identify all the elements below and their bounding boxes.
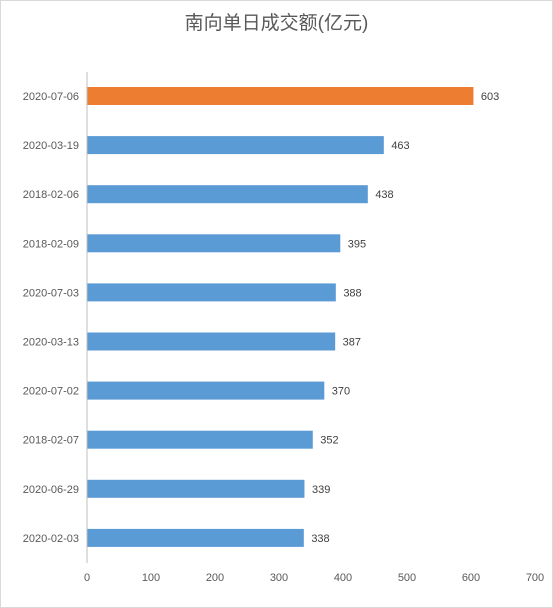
x-tick-label: 400: [334, 572, 352, 584]
data-label: 370: [332, 386, 350, 398]
bar: [87, 234, 341, 253]
x-tick-label: 100: [142, 572, 160, 584]
category-label: 2018-02-06: [23, 189, 79, 201]
category-label: 2020-03-19: [23, 140, 79, 152]
bar: [87, 332, 336, 351]
data-label: 603: [481, 91, 499, 103]
x-tick-label: 500: [398, 572, 416, 584]
x-tick-label: 700: [526, 572, 544, 584]
category-label: 2020-02-03: [23, 533, 79, 545]
data-label: 387: [343, 337, 361, 349]
bar: [87, 283, 336, 302]
chart-title: 南向单日成交额(亿元): [185, 12, 369, 34]
category-label: 2020-07-06: [23, 91, 79, 103]
x-tick-label: 0: [84, 572, 90, 584]
bar: [87, 381, 325, 400]
data-label: 395: [348, 238, 366, 250]
category-label: 2018-02-07: [23, 435, 79, 447]
category-label: 2020-07-02: [23, 386, 79, 398]
bar: [87, 136, 384, 155]
data-label: 388: [343, 287, 361, 299]
data-label: 338: [311, 533, 329, 545]
bar: [87, 528, 304, 547]
category-label: 2020-07-03: [23, 287, 79, 299]
category-label: 2020-06-29: [23, 484, 79, 496]
bar: [87, 479, 305, 498]
x-axis-ticks: 0 100 200 300 400 500 600 700: [84, 572, 544, 584]
data-label: 463: [391, 140, 409, 152]
data-label: 438: [375, 189, 393, 201]
bar: [87, 430, 313, 449]
bars-layer: [87, 87, 474, 547]
bar: [87, 87, 474, 105]
bar: [87, 185, 368, 204]
data-label: 339: [312, 484, 330, 496]
category-label: 2018-02-09: [23, 238, 79, 250]
x-tick-label: 600: [462, 572, 480, 584]
category-label: 2020-03-13: [23, 337, 79, 349]
x-tick-label: 300: [270, 572, 288, 584]
x-tick-label: 200: [206, 572, 224, 584]
data-label: 352: [320, 435, 338, 447]
labels-layer: 2020-07-06 603 2020-03-19 463 2018-02-06 438 2…: [23, 91, 500, 545]
